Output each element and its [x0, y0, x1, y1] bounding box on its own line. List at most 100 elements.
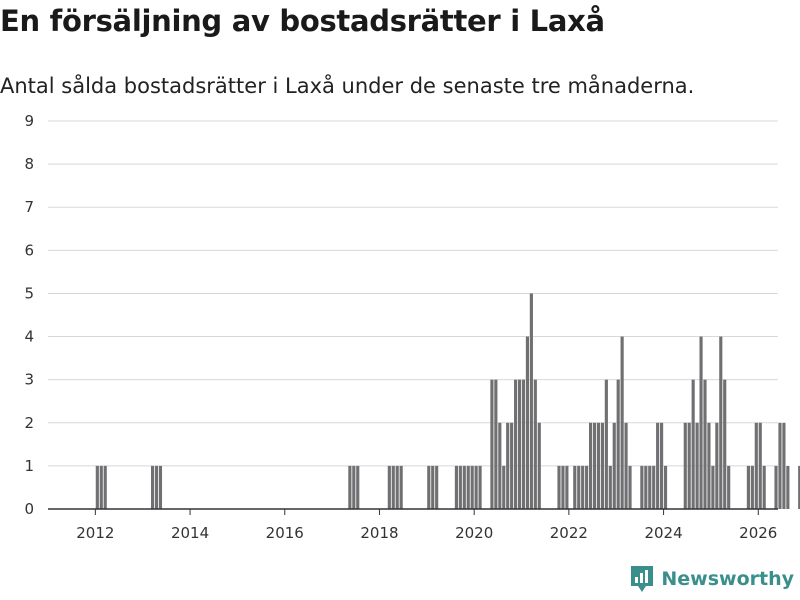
x-tick-label: 2024 [644, 524, 682, 542]
bar [640, 465, 644, 509]
bar [431, 465, 435, 509]
bar [502, 465, 506, 509]
bar [399, 465, 403, 509]
bar [506, 422, 510, 509]
axis-labels: 0 1 2 3 4 5 6 7 8 9 2012 2014 2016 2018 2020 2022 2024 20… [24, 112, 777, 542]
bar [628, 465, 632, 509]
bar [517, 379, 522, 509]
bar [663, 465, 668, 509]
bar [683, 422, 687, 509]
bar [644, 465, 648, 509]
bar [691, 379, 695, 509]
gridlines [48, 120, 778, 467]
bar [150, 465, 155, 509]
y-tick-label: 4 [24, 328, 34, 346]
chart-subtitle: Antal sålda bostadsrätter i Laxå under d… [0, 74, 695, 98]
bar [391, 465, 395, 509]
bar [778, 422, 782, 509]
bar [348, 465, 352, 509]
y-tick-label: 9 [24, 112, 34, 130]
bar [466, 465, 470, 509]
bar [158, 465, 163, 509]
bar [703, 379, 707, 509]
bar [774, 465, 778, 509]
y-tick-label: 3 [24, 371, 34, 389]
bar [612, 422, 616, 509]
x-tick-label: 2016 [266, 524, 304, 542]
bar [514, 379, 518, 509]
bar [648, 465, 652, 509]
x-tick-label: 2014 [171, 524, 209, 542]
bar [581, 465, 585, 509]
bar [454, 465, 458, 509]
bar [510, 422, 514, 509]
bar [762, 465, 766, 509]
bar [533, 379, 537, 509]
bar [695, 422, 699, 509]
y-tick-label: 8 [24, 155, 34, 173]
bar [620, 336, 624, 509]
bar [723, 379, 727, 509]
bar [687, 422, 691, 509]
bar [95, 465, 99, 509]
y-tick-label: 6 [24, 241, 34, 259]
bar [387, 465, 391, 509]
y-tick-label: 7 [24, 198, 34, 216]
bar [462, 465, 466, 509]
newsworthy-logo-icon [631, 566, 654, 592]
bar [588, 422, 593, 509]
bar [624, 422, 628, 509]
x-tick-label: 2022 [550, 524, 588, 542]
bar [154, 465, 159, 509]
bar [727, 465, 731, 509]
bars [95, 293, 800, 509]
bar [573, 465, 577, 509]
bar [585, 465, 589, 509]
bar [719, 336, 723, 509]
x-tick-label: 2012 [76, 524, 114, 542]
bar [498, 422, 502, 509]
bar [596, 422, 601, 509]
bar [529, 293, 533, 509]
bar [608, 465, 612, 509]
bar [494, 379, 498, 509]
bar [565, 465, 569, 509]
bar [782, 422, 786, 509]
bar [521, 379, 526, 509]
bar [474, 465, 478, 509]
bar [478, 465, 482, 509]
bar [707, 422, 711, 509]
bar [470, 465, 474, 509]
bar [99, 465, 103, 509]
bar [561, 465, 565, 509]
bar [711, 465, 715, 509]
bar [600, 422, 604, 509]
bar [577, 465, 581, 509]
chart-title: En försäljning av bostadsrätter i Laxå [0, 4, 605, 38]
bar [786, 465, 790, 509]
bar [660, 422, 664, 509]
bar [656, 422, 660, 509]
brand-name: Newsworthy [661, 568, 794, 590]
x-tick-label: 2020 [455, 524, 493, 542]
bar [758, 422, 762, 509]
bar [557, 465, 561, 509]
bar [715, 422, 719, 509]
bar [458, 465, 462, 509]
bar [352, 465, 356, 509]
axes [48, 508, 778, 515]
bar [604, 379, 608, 509]
y-tick-label: 5 [24, 284, 34, 302]
bar [395, 465, 399, 509]
bar [356, 465, 360, 509]
bar [616, 379, 620, 509]
bar [490, 379, 494, 509]
x-tick-label: 2018 [360, 524, 398, 542]
bar [592, 422, 597, 509]
bar [750, 465, 754, 509]
bar [435, 465, 439, 509]
x-tick-label: 2026 [739, 524, 777, 542]
bar [699, 336, 703, 509]
newsworthy-logo: Newsworthy [629, 564, 794, 594]
